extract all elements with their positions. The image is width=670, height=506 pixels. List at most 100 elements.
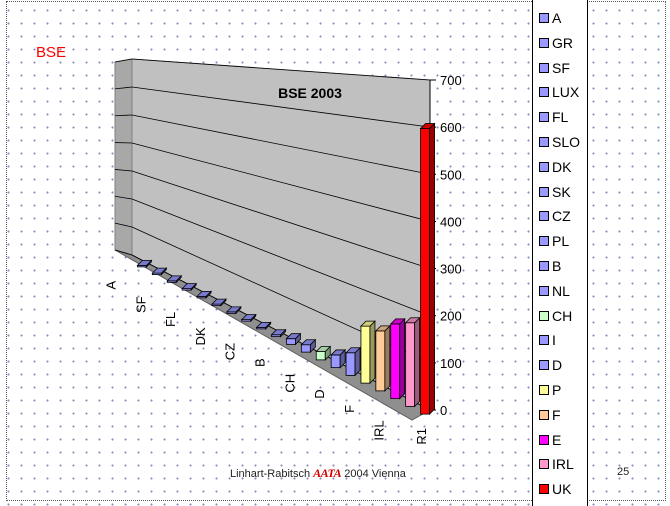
bar-top: [300, 339, 317, 346]
x-tick-label: FL: [163, 312, 178, 327]
legend-swatch: [539, 37, 549, 48]
bar-D: [345, 352, 356, 376]
bar-top: [136, 259, 153, 266]
bar-top: [374, 325, 391, 332]
legend-item-e: E: [539, 430, 561, 450]
bar-top: [389, 318, 406, 325]
chart-legend: A GR SF LUX FL SLO DK SK CZ PL B NL CH I D P F E IRL UK: [532, 0, 588, 506]
y-tick-label: 0: [440, 403, 447, 418]
legend-item-a: A: [539, 8, 561, 28]
x-tick-label: F: [342, 405, 357, 413]
legend-item-fl: FL: [539, 107, 568, 127]
bar-top: [255, 321, 272, 328]
legend-item-lux: LUX: [539, 82, 579, 102]
legend-label: CH: [552, 307, 573, 324]
legend-swatch: [539, 87, 549, 98]
y-tick-label: 300: [440, 262, 462, 277]
bar-side: [399, 317, 406, 400]
legend-swatch: [539, 137, 549, 147]
bar-IRL: [405, 322, 416, 407]
x-tick-label: D: [312, 389, 327, 398]
legend-swatch: [539, 211, 549, 222]
bar-F: [375, 330, 386, 392]
legend-item-d: D: [539, 355, 562, 375]
y-tick-label: 200: [440, 309, 462, 324]
legend-label: F: [552, 406, 561, 423]
y-tick-label: 600: [440, 120, 462, 135]
legend-label: PL: [552, 233, 570, 250]
legend-label: NL: [552, 282, 570, 299]
gridline: [131, 198, 431, 317]
bar-UK: [420, 128, 430, 415]
legend-label: SLO: [552, 134, 581, 150]
y-tick-label: 500: [440, 167, 462, 182]
bar-side: [429, 122, 435, 416]
aata-logo: AATA: [313, 466, 342, 480]
gridline: [114, 222, 133, 228]
bar-top: [196, 290, 213, 297]
legend-label: B: [552, 258, 562, 274]
slide-frame: [6, 1, 666, 501]
legend-label: A: [552, 10, 562, 26]
legend-item-sf: SF: [539, 58, 570, 78]
legend-label: CZ: [552, 208, 571, 225]
gridline: [131, 58, 431, 81]
bar-top: [270, 329, 287, 336]
legend-item-dk: DK: [539, 157, 571, 177]
slide-label: BSE: [36, 44, 67, 61]
chart-title: BSE 2003: [278, 85, 342, 101]
y-tick-label: 400: [440, 214, 462, 229]
bar-top: [285, 333, 302, 340]
legend-label: FL: [552, 109, 569, 126]
slide-footer: Linhart-Rabitsch AATA 2004 Vienna: [230, 466, 406, 481]
bar-top: [419, 123, 436, 129]
bar-side: [414, 316, 421, 408]
gridline: [131, 114, 431, 175]
legend-item-irl: IRL: [539, 454, 574, 474]
bar-top: [225, 306, 242, 313]
bar-CH: [315, 351, 326, 361]
legend-item-p: P: [539, 380, 561, 400]
bar-E: [390, 323, 401, 400]
bar-B: [286, 338, 296, 345]
legend-label: I: [552, 332, 556, 349]
x-tick-label: CH: [282, 374, 297, 393]
bar-top: [151, 267, 168, 274]
x-tick-label: DK: [193, 327, 208, 345]
legend-label: D: [552, 357, 563, 374]
legend-swatch: [539, 360, 549, 371]
legend-item-uk: UK: [539, 479, 571, 499]
bar-side: [369, 320, 376, 385]
legend-item-pl: PL: [539, 231, 569, 251]
bar-side: [384, 324, 391, 392]
gridline: [114, 169, 133, 172]
legend-label: DK: [552, 158, 572, 175]
legend-item-cz: CZ: [539, 206, 571, 226]
legend-swatch: [539, 434, 549, 445]
legend-swatch: [539, 112, 549, 123]
legend-swatch: [539, 261, 549, 271]
legend-swatch: [539, 310, 549, 321]
x-tick-label: CZ: [223, 343, 238, 360]
bar-NL: [300, 344, 311, 353]
legend-swatch: [539, 459, 549, 470]
gridline: [131, 142, 431, 222]
bar-top: [330, 349, 347, 356]
bar-I: [330, 354, 341, 369]
gridline: [131, 86, 431, 128]
legend-item-ch: CH: [539, 306, 572, 326]
gridline: [114, 86, 133, 90]
x-tick-label: A: [103, 281, 118, 290]
legend-swatch: [539, 161, 549, 172]
legend-swatch: [539, 335, 549, 346]
bar-top: [345, 347, 362, 354]
legend-swatch: [539, 385, 549, 395]
gridline: [114, 58, 133, 63]
legend-swatch: [539, 62, 549, 73]
gridline: [131, 170, 431, 269]
bar-P: [360, 325, 371, 384]
legend-label: SF: [552, 59, 570, 76]
legend-swatch: [539, 186, 549, 197]
legend-item-nl: NL: [539, 281, 570, 301]
